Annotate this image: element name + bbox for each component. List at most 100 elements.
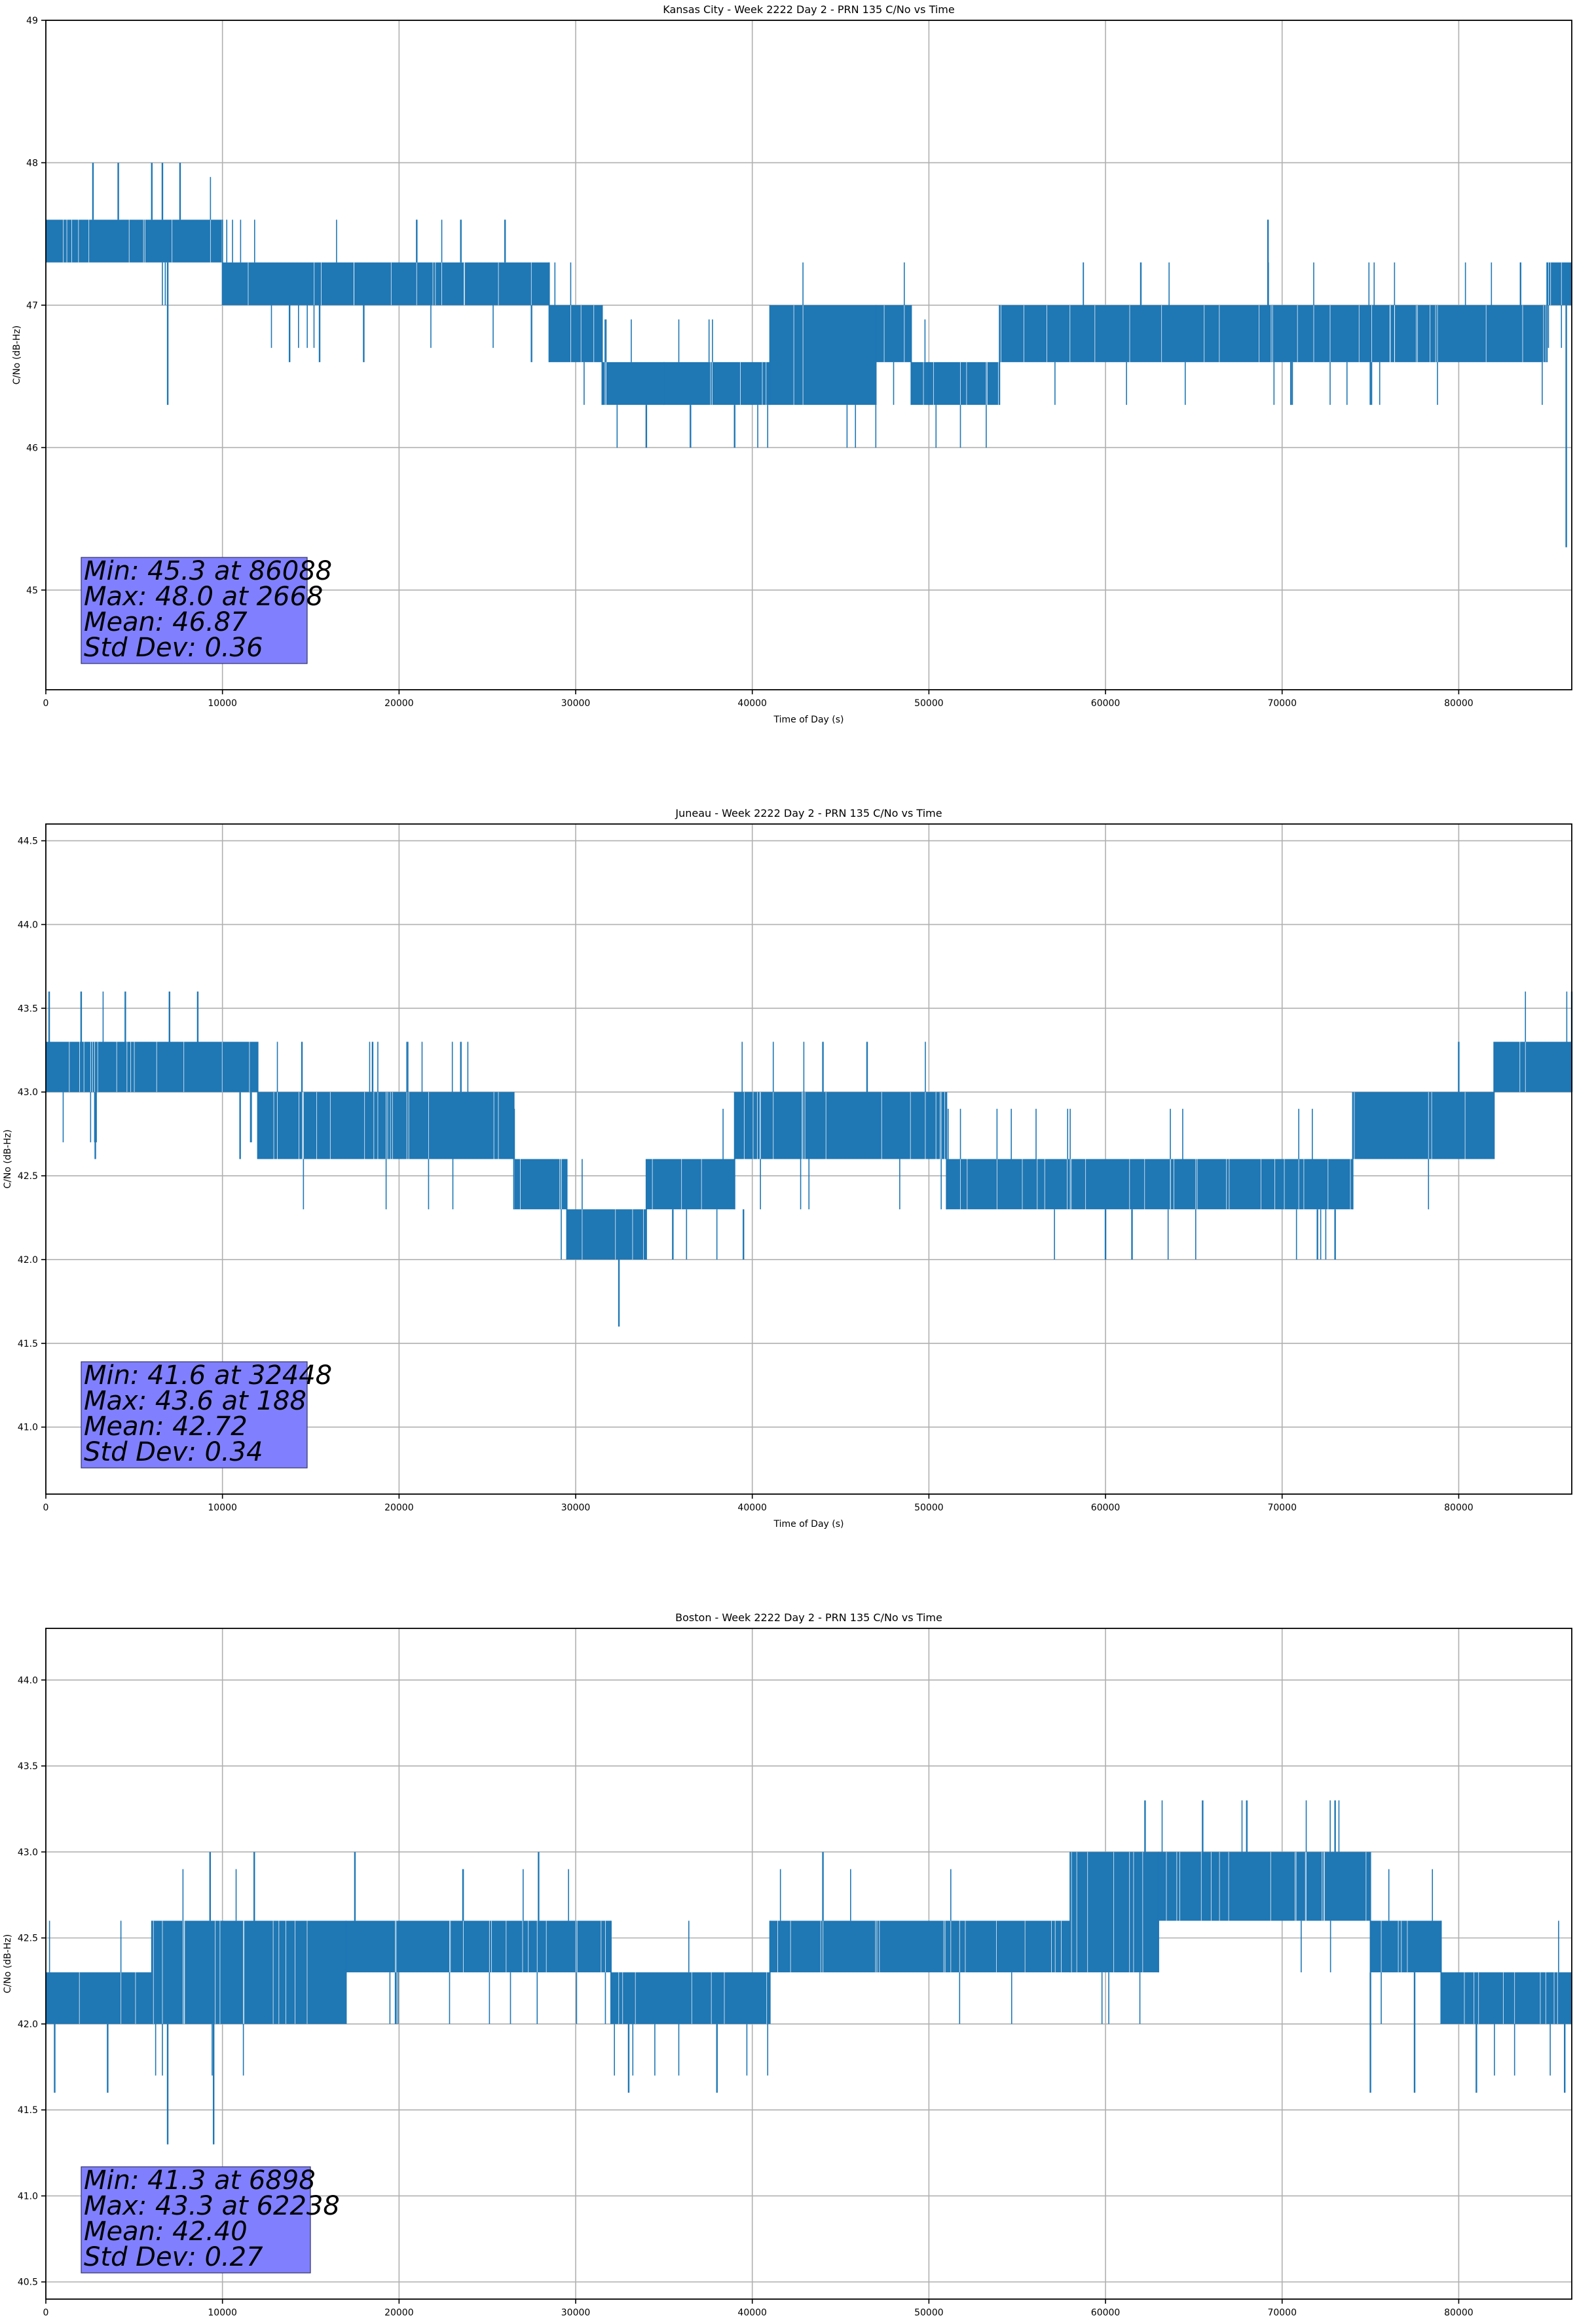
y-tick-label: 43.0 — [18, 1847, 38, 1858]
x-tick-label: 10000 — [208, 2308, 237, 2318]
y-tick-label: 43.5 — [18, 1003, 38, 1014]
band-segment — [1352, 1092, 1494, 1159]
y-tick-label: 43.5 — [18, 1761, 38, 1772]
band-segment — [946, 1159, 1353, 1210]
y-tick-label: 40.5 — [18, 2277, 38, 2288]
x-tick-label: 80000 — [1444, 1503, 1474, 1513]
stats-std-dev: Std Dev: 0.27 — [84, 2242, 263, 2272]
x-tick-label: 40000 — [737, 2308, 767, 2318]
axes-frame — [45, 823, 1572, 1495]
stats-mean: Mean: 42.72 — [84, 1412, 248, 1442]
band-segment — [549, 305, 603, 362]
x-tick-label: 60000 — [1091, 698, 1121, 709]
stats-std-dev: Std Dev: 0.36 — [84, 633, 263, 663]
x-tick-label: 70000 — [1267, 698, 1297, 709]
band-segment — [646, 1159, 735, 1210]
x-tick-label: 20000 — [384, 2308, 414, 2318]
y-axis-label: C/No (dB-Hz) — [3, 1934, 13, 1993]
x-tick-label: 70000 — [1267, 2308, 1297, 2318]
stats-min: Min: 45.3 at 86088 — [84, 556, 332, 586]
x-tick-label: 0 — [43, 1503, 49, 1513]
band-segment — [1494, 1041, 1572, 1093]
x-tick-label: 30000 — [561, 2308, 591, 2318]
y-tick-label: 42.0 — [18, 2019, 38, 2030]
x-tick-label: 50000 — [914, 2308, 944, 2318]
y-tick-label: 42.5 — [18, 1171, 38, 1182]
x-tick-label: 40000 — [737, 698, 767, 709]
y-tick-label: 46 — [26, 443, 38, 453]
band-segment — [911, 362, 1000, 405]
stats-max: Max: 43.3 at 62238 — [84, 2191, 340, 2221]
band-segment — [1070, 1852, 1159, 1973]
chart-panel-1: 0 10000 20000 30000 40000 50000 60000 70000 8000… — [12, 3, 1572, 725]
band-segment — [602, 362, 664, 405]
y-tick-label: 41.5 — [18, 1339, 38, 1349]
band-segment — [46, 1972, 152, 2024]
axes-frame — [45, 20, 1572, 690]
band-segment — [513, 1159, 567, 1210]
y-tick-label: 43.0 — [18, 1087, 38, 1098]
axes-frame — [45, 1628, 1572, 2300]
stats-max: Max: 43.6 at 188 — [84, 1386, 306, 1416]
x-tick-label: 30000 — [561, 698, 591, 709]
series-cno — [46, 1800, 1572, 2145]
y-tick-label: 47 — [26, 301, 38, 311]
x-tick-label: 20000 — [384, 698, 414, 709]
stats-min: Min: 41.6 at 32448 — [84, 1360, 332, 1391]
x-tick-label: 60000 — [1091, 1503, 1121, 1513]
series-cno — [46, 991, 1573, 1327]
band-segment — [1547, 262, 1572, 305]
x-tick-label: 0 — [43, 698, 49, 709]
y-tick-label: 41.5 — [18, 2105, 38, 2116]
y-axis-label: C/No (dB-Hz) — [12, 326, 22, 384]
stats-max: Max: 48.0 at 2668 — [84, 582, 323, 612]
x-tick-label: 80000 — [1444, 698, 1474, 709]
x-tick-label: 30000 — [561, 1503, 591, 1513]
band-segment — [770, 305, 876, 405]
y-tick-label: 44.0 — [18, 920, 38, 930]
stats-min: Min: 41.3 at 6898 — [84, 2165, 316, 2196]
band-segment — [770, 1921, 1071, 1973]
y-tick-label: 45 — [26, 586, 38, 596]
y-tick-label: 44.5 — [18, 836, 38, 847]
x-tick-label: 80000 — [1444, 2308, 1474, 2318]
x-axis-label: Time of Day (s) — [773, 1519, 844, 1529]
y-tick-label: 41.0 — [18, 2191, 38, 2202]
chart-title: Boston - Week 2222 Day 2 - PRN 135 C/No … — [675, 1611, 942, 1624]
x-tick-label: 50000 — [914, 1503, 944, 1513]
band-segment — [222, 262, 549, 305]
x-tick-label: 70000 — [1267, 1503, 1297, 1513]
band-segment — [734, 1092, 947, 1159]
y-tick-label: 49 — [26, 16, 38, 26]
band-segment — [151, 1921, 346, 2024]
chart-panel-2: 0 10000 20000 30000 40000 50000 60000 70000 8000… — [3, 807, 1573, 1529]
band-segment — [1158, 1852, 1371, 1921]
band-segment — [999, 305, 1548, 362]
stats-box-background — [81, 1361, 308, 1469]
series-cno — [46, 162, 1572, 548]
y-tick-label: 41.0 — [18, 1423, 38, 1433]
chart-title: Juneau - Week 2222 Day 2 - PRN 135 C/No … — [675, 807, 942, 819]
x-tick-label: 0 — [43, 2308, 49, 2318]
band-segment — [1370, 1921, 1441, 1973]
x-tick-label: 40000 — [737, 1503, 767, 1513]
stats-box-background — [81, 557, 308, 664]
stats-std-dev: Std Dev: 0.34 — [84, 1437, 263, 1467]
stats-mean: Mean: 46.87 — [84, 607, 248, 637]
band-segment — [257, 1092, 514, 1159]
band-segment — [610, 1972, 770, 2024]
chart-title: Kansas City - Week 2222 Day 2 - PRN 135 … — [663, 3, 954, 16]
y-axis-label: C/No (dB-Hz) — [3, 1129, 13, 1188]
x-tick-label: 10000 — [208, 1503, 237, 1513]
x-tick-label: 20000 — [384, 1503, 414, 1513]
stats-mean: Mean: 42.40 — [84, 2217, 248, 2247]
band-segment — [1441, 1972, 1572, 2024]
band-segment — [46, 1041, 258, 1093]
band-segment — [346, 1921, 611, 1973]
band-segment — [46, 219, 223, 263]
y-tick-label: 44.0 — [18, 1676, 38, 1686]
